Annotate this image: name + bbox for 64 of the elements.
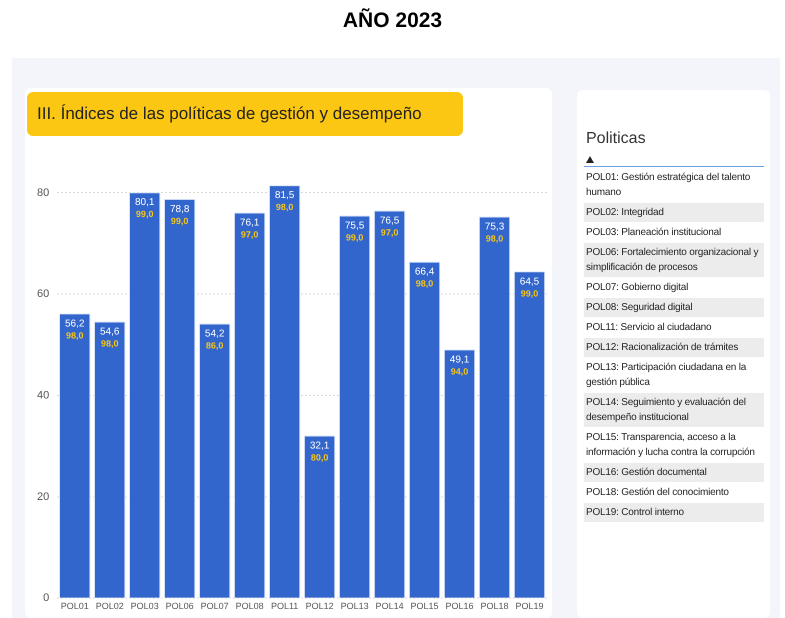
text: POL14: Seguimiento y evaluación del desempeño institucional [584, 393, 764, 427]
x-tick-label: POL14 [376, 601, 404, 612]
text: POL06: Fortalecimiento organizacional y simplificación de procesos [584, 243, 764, 277]
x-tick-label: POL01 [60, 601, 89, 612]
annotation: 99,0 [520, 288, 538, 298]
chart-subtitle: III. Índices de las políticas de gestión y desempeño [27, 92, 463, 136]
data-label: 49,1 [450, 354, 470, 366]
data-label: 76,5 [380, 215, 400, 226]
annotation: 98,0 [416, 278, 434, 289]
data-label: 75,5 [344, 220, 365, 232]
y-tick-label: 40 [36, 390, 50, 402]
data-label: 80,1 [134, 197, 155, 208]
annotation: 99,0 [136, 209, 154, 220]
text: POL18: Gestión del conocimiento [584, 483, 764, 502]
annotation: 98,0 [276, 202, 294, 212]
annotation: 98,0 [100, 338, 118, 348]
annotation: 97,0 [380, 227, 398, 238]
y-tick-label: 20 [36, 490, 50, 503]
x-tick-label: POL12 [306, 601, 334, 612]
data-label: 78,8 [170, 204, 190, 215]
annotation: 94,0 [450, 366, 468, 376]
text: POL15: Transparencia, acceso a la información y lucha contra la corrupción [584, 428, 764, 462]
text: POL19: Control interno [584, 503, 764, 522]
data-label: 76,1 [240, 218, 260, 229]
x-tick-label: POL07 [200, 601, 229, 612]
x-tick-label: POL11 [270, 601, 298, 612]
x-tick-label: POL19 [515, 601, 544, 612]
x-tick-label: POL06 [166, 601, 194, 612]
x-tick-label: POL16 [446, 601, 474, 612]
y-tick-label: 60 [36, 288, 50, 300]
text: POL08: Seguridad digital [584, 298, 764, 317]
annotation: 97,0 [240, 230, 258, 240]
text: POL01: Gestión estratégica del talento humano [584, 168, 764, 202]
text: POL07: Gobierno digital [584, 278, 764, 297]
data-label: 75,3 [484, 222, 505, 233]
y-tick-label: 80 [36, 186, 50, 199]
y-tick-label: 0 [43, 592, 50, 604]
text: Politicas [586, 130, 646, 148]
text: POL02: Integridad [584, 203, 764, 222]
text: POL13: Participación ciudadana en la gestión pública [584, 358, 764, 392]
x-tick-label: POL15 [410, 601, 439, 612]
x-tick-label: POL18 [480, 601, 509, 612]
x-tick-label: POL13 [340, 601, 369, 612]
data-label: 32,1 [310, 440, 330, 452]
annotation: 98,0 [486, 234, 504, 244]
annotation: 86,0 [206, 340, 224, 350]
text: POL11: Servicio al ciudadano [584, 318, 764, 337]
annotation: 98,0 [66, 330, 84, 340]
data-label: 64,5 [520, 276, 540, 288]
text: POL03: Planeación institucional [584, 223, 764, 242]
annotation: 80,0 [310, 452, 328, 463]
data-label: 66,4 [414, 266, 435, 278]
chart-title: AÑO 2023 [342, 7, 444, 34]
data-label: 81,5 [274, 190, 295, 202]
annotation: 99,0 [170, 216, 188, 226]
data-label: 56,2 [64, 318, 85, 330]
x-tick-label: POL02 [96, 601, 124, 612]
data-label: 54,6 [100, 326, 120, 338]
data-label: 54,2 [204, 328, 225, 340]
annotation: 99,0 [346, 232, 364, 243]
text: POL16: Gestión documental [584, 463, 764, 482]
x-tick-label: POL03 [130, 601, 159, 612]
x-tick-label: POL08 [236, 601, 264, 612]
text: POL12: Racionalización de trámites [584, 338, 764, 357]
